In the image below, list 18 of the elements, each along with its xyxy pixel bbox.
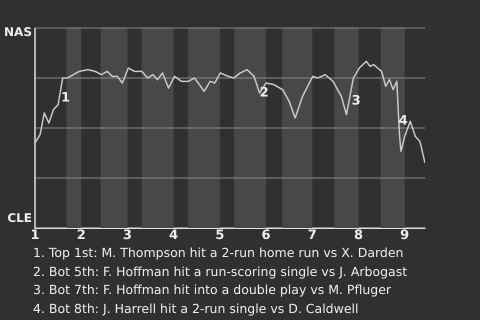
x-tick-label: 3 [122,228,132,244]
text: 1. Top 1st: M. Thompson hit a 2-run home run vs X. Darden [33,244,404,262]
annotation: 3 [352,94,361,109]
text: 3. Bot 7th: F. Hoffman hit into a double play vs M. Pfluger [33,281,392,299]
x-tick-label: 5 [215,228,224,244]
x-tick-label: 4 [169,228,178,244]
x-tick-label: 2 [76,228,86,244]
x-tick-label: 6 [262,228,271,244]
x-tick-label: 1 [30,228,40,244]
annotation: 1 [60,90,70,106]
text: 4. Bot 8th: J. Harrell hit a 2-run single vs D. Caldwell [33,300,360,318]
text: CLE [7,211,32,226]
annotation: 2 [260,85,269,100]
text: NAS [4,25,32,40]
x-tick-label: 9 [400,228,410,244]
x-tick-label: 8 [354,228,363,244]
text: 2. Bot 5th: F. Hoffman hit a run-scoring single vs J. Arbogast [33,262,408,281]
x-tick-label: 7 [308,228,317,244]
